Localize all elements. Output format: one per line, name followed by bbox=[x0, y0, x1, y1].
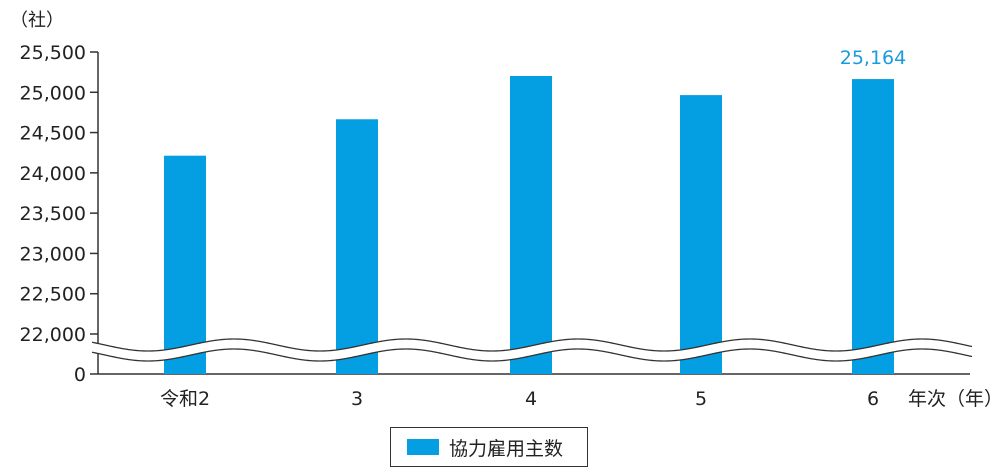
y-tick-label: 0 bbox=[74, 364, 86, 386]
y-unit-label: （社） bbox=[10, 10, 64, 31]
y-tick-label: 25,500 bbox=[20, 42, 86, 64]
legend-swatch bbox=[407, 439, 439, 455]
x-tick-label: 3 bbox=[351, 388, 363, 410]
axis-break-wave bbox=[91, 338, 973, 362]
y-tick-label: 22,000 bbox=[20, 324, 86, 346]
y-tick-label: 24,000 bbox=[20, 163, 86, 185]
bar bbox=[164, 155, 206, 374]
data-label: 25,164 bbox=[840, 47, 906, 69]
y-tick-label: 24,500 bbox=[20, 123, 86, 145]
y-tick-label: 22,500 bbox=[20, 284, 86, 306]
x-tick-label: 6 bbox=[867, 388, 879, 410]
y-tick-label: 23,500 bbox=[20, 203, 86, 225]
axis-break-line bbox=[91, 348, 973, 362]
x-unit-label: 年次（年） bbox=[908, 388, 1000, 410]
bar bbox=[852, 79, 894, 375]
legend-label: 協力雇用主数 bbox=[449, 437, 564, 460]
bar bbox=[680, 95, 722, 374]
y-tick-label: 25,000 bbox=[20, 82, 86, 104]
bar bbox=[336, 119, 378, 374]
x-tick-label: 令和2 bbox=[160, 388, 210, 410]
y-tick-label: 23,000 bbox=[20, 243, 86, 265]
x-tick-label: 5 bbox=[695, 388, 707, 410]
x-tick-label: 4 bbox=[525, 388, 537, 410]
legend: 協力雇用主数 bbox=[390, 427, 588, 467]
bar bbox=[510, 76, 552, 374]
axis-break-line bbox=[91, 338, 973, 352]
axis-break-band bbox=[92, 339, 972, 361]
